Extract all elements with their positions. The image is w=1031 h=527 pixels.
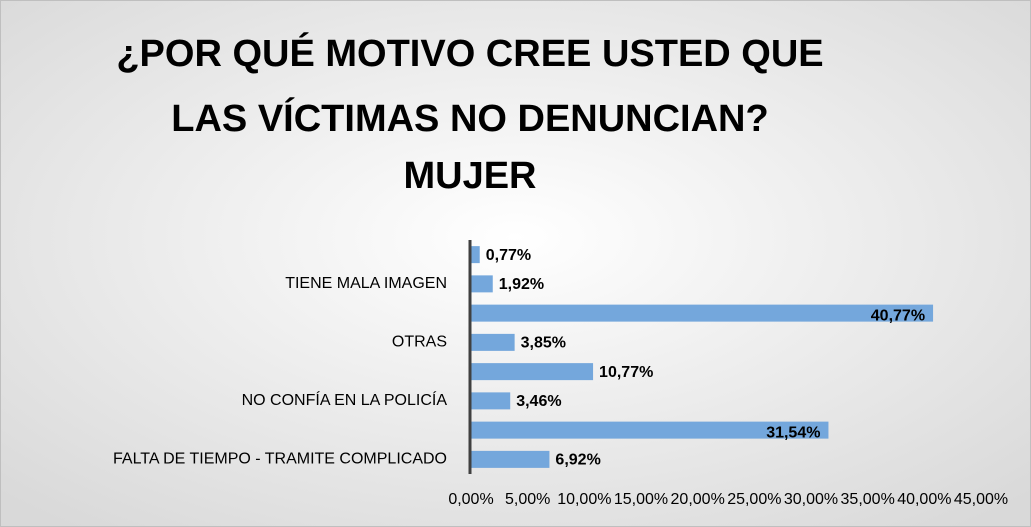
y-tick-label: FALTA DE TIEMPO - TRAMITE COMPLICADO (113, 451, 447, 468)
x-tick-label: 35,00% (841, 491, 895, 508)
data-label: 31,54% (766, 424, 820, 441)
bar (471, 246, 480, 264)
data-label: 1,92% (499, 276, 544, 293)
x-tick-label: 0,00% (448, 491, 493, 508)
x-tick-label: 15,00% (614, 491, 668, 508)
data-label: 3,85% (521, 335, 566, 352)
bar (471, 304, 934, 322)
data-label: 3,46% (516, 393, 561, 410)
bar (471, 275, 493, 293)
x-tick-label: 5,00% (505, 491, 550, 508)
data-label: 0,77% (486, 247, 531, 264)
x-tick-label: 10,00% (557, 491, 611, 508)
y-tick-label: OTRAS (392, 334, 447, 351)
data-label: 6,92% (555, 452, 600, 469)
x-tick-label: 40,00% (897, 491, 951, 508)
bar (471, 333, 515, 351)
data-label: 40,77% (871, 307, 925, 324)
bar (471, 450, 550, 468)
y-tick-label: TIENE MALA IMAGEN (285, 275, 447, 292)
x-tick-label: 20,00% (671, 491, 725, 508)
bar (471, 392, 511, 410)
x-tick-label: 45,00% (954, 491, 1008, 508)
bar (471, 363, 594, 381)
bar (471, 421, 829, 439)
chart-title: MUJER (403, 155, 536, 197)
chart-title: ¿POR QUÉ MOTIVO CREE USTED QUE (116, 31, 823, 75)
chart-title: LAS VÍCTIMAS NO DENUNCIAN? (171, 96, 768, 140)
x-tick-label: 25,00% (727, 491, 781, 508)
data-label: 10,77% (599, 364, 653, 381)
x-tick-label: 30,00% (784, 491, 838, 508)
y-tick-label: NO CONFÍA EN LA POLICÍA (242, 390, 448, 409)
